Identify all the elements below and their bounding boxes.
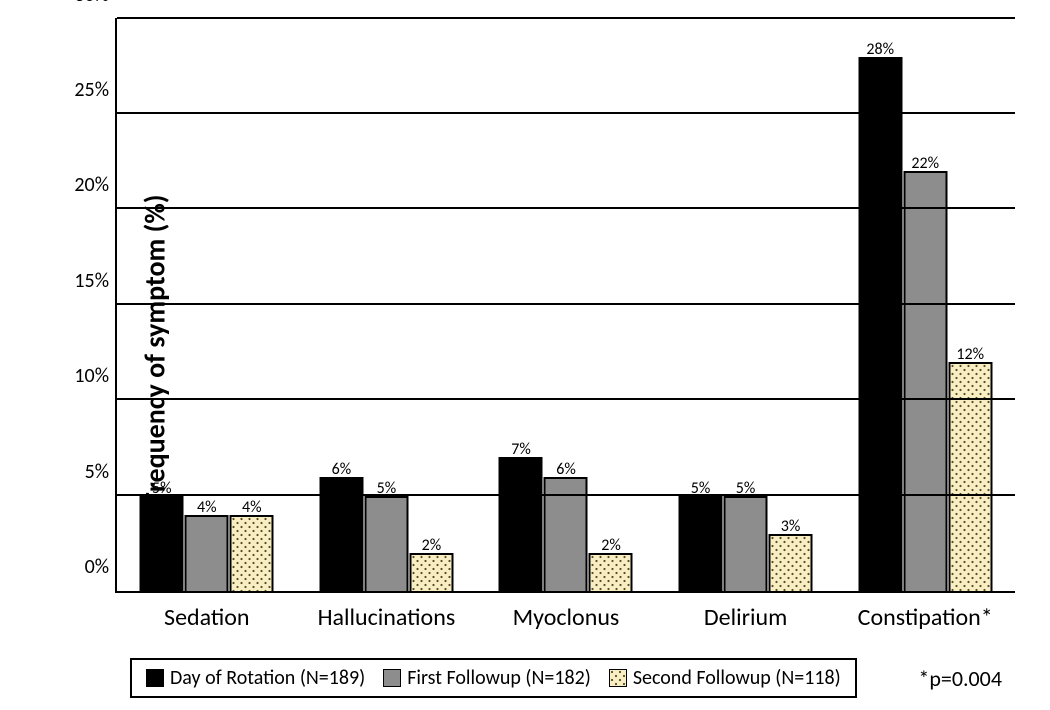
bar-value-label: 4% <box>197 498 217 517</box>
bar-value-label: 7% <box>511 440 531 459</box>
bar: 7% <box>499 457 543 591</box>
legend-swatch <box>609 669 627 687</box>
bar-value-label: 3% <box>781 517 801 536</box>
gridline <box>117 398 1015 400</box>
gridline <box>117 303 1015 305</box>
bar-value-label: 2% <box>422 536 442 555</box>
bar: 5% <box>140 496 184 591</box>
gridline <box>117 17 1015 19</box>
bar-value-label: 6% <box>332 460 352 479</box>
legend-item: Second Followup (N=118) <box>609 666 841 690</box>
plot-area: 5%4%4%Sedation6%5%2%Hallucinations7%6%2%… <box>115 18 1015 593</box>
y-tick-label: 25% <box>74 78 117 102</box>
legend-label: First Followup (N=182) <box>407 666 591 690</box>
legend: Day of Rotation (N=189) First Followup (N… <box>130 658 857 698</box>
y-tick-label: 30% <box>74 0 117 7</box>
bar: 5% <box>724 496 768 591</box>
footnote: *p=0.004 <box>918 665 1002 692</box>
category-label: Sedation <box>164 603 250 632</box>
bar: 5% <box>679 496 723 591</box>
bar: 2% <box>589 553 633 591</box>
bar: 22% <box>903 171 947 591</box>
gridline <box>117 494 1015 496</box>
legend-swatch <box>146 669 164 687</box>
bar: 12% <box>948 362 992 591</box>
category-label: Delirium <box>704 603 787 632</box>
y-tick-label: 15% <box>74 269 117 293</box>
bar: 4% <box>185 515 229 591</box>
y-tick-label: 5% <box>85 460 117 484</box>
legend-item: Day of Rotation (N=189) <box>146 666 365 690</box>
gridline <box>117 207 1015 209</box>
bar: 2% <box>409 553 453 591</box>
bar: 5% <box>364 496 408 591</box>
bar: 28% <box>858 57 902 591</box>
y-tick-label: 10% <box>74 364 117 388</box>
bar: 4% <box>230 515 274 591</box>
bar-value-label: 12% <box>956 345 984 364</box>
bar-value-label: 2% <box>601 536 621 555</box>
category-label: Constipation* <box>858 603 993 632</box>
y-tick-label: 0% <box>85 555 117 579</box>
bar-value-label: 22% <box>911 154 939 173</box>
bar-value-label: 6% <box>556 460 576 479</box>
legend-label: Day of Rotation (N=189) <box>170 666 365 690</box>
y-tick-label: 20% <box>74 173 117 197</box>
bar-value-label: 4% <box>242 498 262 517</box>
legend-swatch <box>383 669 401 687</box>
bar: 3% <box>769 534 813 591</box>
bar-value-label: 28% <box>866 40 894 59</box>
gridline <box>117 112 1015 114</box>
chart-container: Frequency of symptom (%) 5%4%4%Sedation6… <box>0 0 1050 710</box>
legend-label: Second Followup (N=118) <box>633 666 841 690</box>
legend-item: First Followup (N=182) <box>383 666 591 690</box>
category-label: Hallucinations <box>318 603 456 632</box>
category-label: Myoclonus <box>513 603 620 632</box>
